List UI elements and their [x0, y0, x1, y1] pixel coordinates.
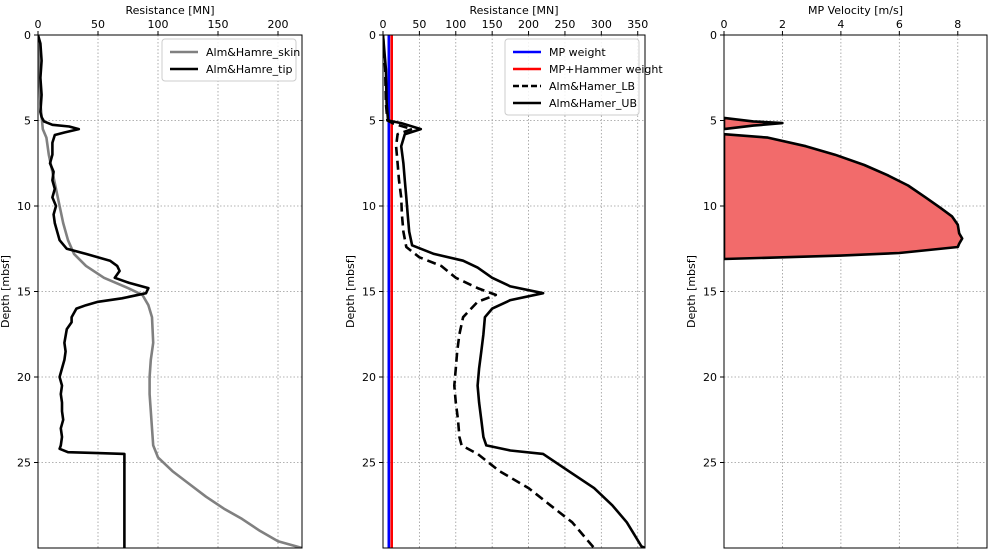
legend: MP weight MP+Hammer weight Alm&Hamer_LB Alm…: [504, 38, 663, 116]
y-axis-title: Depth [mbsf]: [0, 255, 12, 328]
legend-label: MP+Hammer weight: [549, 63, 663, 76]
x-tick-label: 0: [380, 18, 387, 31]
legend-label: Alm&Hamre_tip: [206, 63, 293, 76]
x-tick-label: 200: [518, 18, 539, 31]
x-tick-label: 200: [268, 18, 289, 31]
y-tick-label: 15: [17, 286, 31, 299]
y-tick-label: 10: [362, 200, 376, 213]
x-tick-label: 50: [412, 18, 426, 31]
chart-panel-1: 0 50 100 150 200 0 5 10 15 20 25 Resistance [MN] Dep…: [0, 4, 303, 549]
plot-area: [383, 35, 645, 548]
velocity-area-2: [724, 132, 964, 261]
series-line-alm-hamer-ub: [383, 35, 645, 548]
legend-label: Alm&Hamer_UB: [549, 97, 637, 110]
x-tick-label: 100: [148, 18, 169, 31]
y-tick-label: 25: [362, 457, 376, 470]
y-tick-label: 0: [710, 29, 717, 42]
x-axis-title: MP Velocity [m/s]: [808, 4, 903, 17]
velocity-area-1: [724, 116, 784, 131]
y-tick-label: 0: [369, 29, 376, 42]
chart-panel-2: 0 50 100 150 200 250 300 350 0 5 10 15 20 25 Resistanc…: [344, 4, 663, 549]
x-tick-label: 0: [721, 18, 728, 31]
y-tick-label: 0: [24, 29, 31, 42]
y-tick-label: 10: [17, 200, 31, 213]
y-tick-label: 15: [703, 286, 717, 299]
legend: Alm&Hamre_skin Alm&Hamre_tip: [161, 38, 300, 82]
series-line-alm-hamre-tip: [38, 35, 150, 548]
x-tick-label: 150: [482, 18, 503, 31]
legend-label: Alm&Hamer_LB: [549, 80, 635, 93]
x-tick-label: 50: [91, 18, 105, 31]
x-tick-label: 150: [208, 18, 229, 31]
y-tick-label: 20: [703, 371, 717, 384]
y-tick-label: 5: [369, 115, 376, 128]
plot-area: [724, 116, 964, 261]
chart-panel-3: 0 2 4 6 8 0 5 10 15 20 25 MP Velocity [m/s] Depth [m…: [685, 4, 988, 549]
x-tick-label: 2: [779, 18, 786, 31]
x-tick-label: 6: [896, 18, 903, 31]
y-tick-label: 5: [710, 115, 717, 128]
x-tick-label: 250: [554, 18, 575, 31]
y-tick-label: 15: [362, 286, 376, 299]
x-tick-label: 0: [35, 18, 42, 31]
y-tick-label: 25: [17, 457, 31, 470]
legend-box: [161, 38, 297, 82]
y-tick-label: 5: [24, 115, 31, 128]
y-axis-title: Depth [mbsf]: [685, 255, 698, 328]
x-tick-label: 8: [954, 18, 961, 31]
x-tick-label: 300: [591, 18, 612, 31]
y-tick-label: 20: [17, 371, 31, 384]
y-tick-label: 10: [703, 200, 717, 213]
x-tick-label: 100: [445, 18, 466, 31]
series-line-alm-hamer-lb: [383, 35, 596, 548]
x-tick-label: 4: [837, 18, 844, 31]
legend-box: [504, 38, 640, 116]
legend-label: MP weight: [549, 46, 606, 59]
y-tick-label: 20: [362, 371, 376, 384]
y-axis-title: Depth [mbsf]: [344, 255, 357, 328]
x-tick-label: 350: [627, 18, 648, 31]
plot-area: [38, 35, 302, 548]
x-axis-title: Resistance [MN]: [469, 4, 558, 17]
x-axis-title: Resistance [MN]: [125, 4, 214, 17]
legend-label: Alm&Hamre_skin: [206, 46, 300, 59]
y-tick-label: 25: [703, 457, 717, 470]
